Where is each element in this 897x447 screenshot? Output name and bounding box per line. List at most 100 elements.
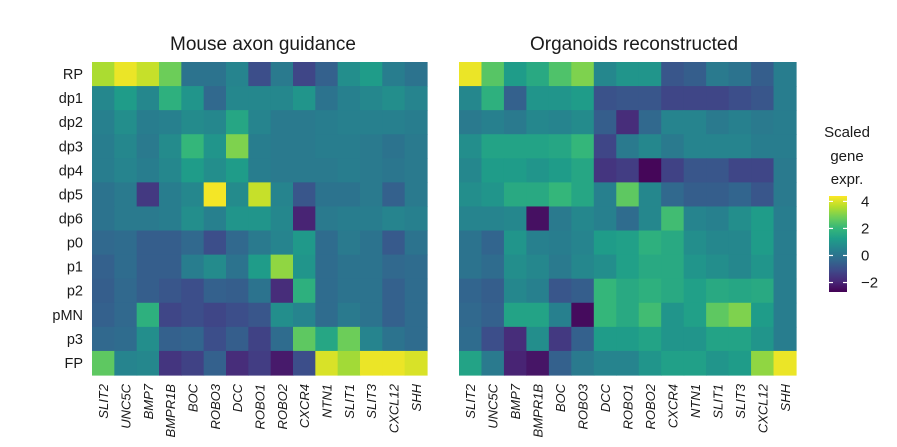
heatmap-cell — [114, 110, 138, 135]
heatmap-cell — [404, 350, 428, 376]
column-label: SLIT3 — [733, 383, 748, 418]
column-label: DCC — [598, 383, 613, 412]
heatmap-cell — [337, 86, 361, 111]
heatmap-cell — [226, 302, 249, 328]
heatmap-cell — [136, 278, 160, 304]
row-label: dp6 — [59, 212, 83, 228]
heatmap-cell — [571, 278, 595, 304]
heatmap-cell — [503, 326, 527, 352]
heatmap-cell — [226, 110, 249, 135]
column-label: ROBO3 — [576, 383, 591, 429]
heatmap-cell — [683, 206, 707, 232]
heatmap-cell — [181, 278, 205, 304]
column-label: SLIT2 — [463, 383, 478, 418]
heatmap-panel-organoids: Organoids reconstructed SLIT2 UNC5C BMP7 BM… — [459, 34, 797, 437]
heatmap-cell — [248, 350, 272, 376]
heatmap-cell — [360, 182, 383, 208]
heatmap-cell — [337, 230, 361, 256]
column-label: BMP7 — [141, 383, 156, 419]
heatmap-cell — [616, 62, 640, 87]
heatmap-cell — [270, 230, 294, 256]
heatmap-cell — [661, 326, 685, 352]
heatmap-cell — [136, 62, 160, 87]
heatmap-cell — [382, 278, 406, 304]
heatmap-cell — [616, 134, 640, 159]
heatmap-cell — [773, 278, 797, 304]
heatmap-cell — [114, 302, 138, 328]
heatmap-cell — [203, 326, 227, 352]
heatmap-cell — [526, 62, 550, 87]
heatmap-cell — [92, 110, 115, 135]
heatmap-cell — [360, 62, 383, 87]
heatmap-cell — [661, 302, 685, 328]
heatmap-cell — [270, 134, 294, 159]
heatmap-cell — [181, 62, 205, 87]
heatmap-cell — [293, 326, 316, 352]
heatmap-cell — [751, 182, 775, 208]
heatmap-cell — [203, 254, 227, 280]
heatmap-cell — [728, 182, 752, 208]
heatmap-cell — [616, 110, 640, 135]
heatmap-cell — [683, 134, 707, 159]
heatmap-cell — [181, 158, 205, 183]
legend-title-line-1: Scaled — [824, 124, 870, 141]
heatmap-cell — [270, 350, 294, 376]
color-legend: Scaled gene expr. 4 2 0 −2 — [824, 124, 878, 292]
column-label: BMP7 — [508, 383, 523, 419]
heatmap-cell — [226, 278, 249, 304]
heatmap-cell — [92, 62, 115, 87]
column-label: SLIT1 — [342, 384, 357, 419]
heatmap-cell — [706, 254, 730, 280]
heatmap-cell — [751, 158, 775, 183]
heatmap-cell — [248, 86, 272, 111]
heatmap-cell — [661, 110, 685, 135]
heatmap-cell — [404, 158, 428, 183]
heatmap-cell — [706, 86, 730, 111]
column-label: SLIT1 — [710, 384, 725, 419]
heatmap-cell — [548, 62, 572, 87]
heatmap-cell — [593, 110, 617, 135]
heatmap-cell — [337, 110, 361, 135]
heatmap-cell — [459, 302, 483, 328]
heatmap-cell — [503, 62, 527, 87]
heatmap-cell — [203, 86, 227, 111]
heatmap-cell — [226, 182, 249, 208]
heatmap-cell — [638, 302, 662, 328]
heatmap-cell — [293, 302, 316, 328]
heatmap-cell — [293, 206, 316, 232]
heatmap-cell — [136, 302, 160, 328]
heatmap-cell — [136, 206, 160, 232]
heatmap-cell — [203, 158, 227, 183]
heatmap-cell — [114, 230, 138, 256]
heatmap-cell — [503, 302, 527, 328]
heatmap-cell — [459, 350, 483, 376]
heatmap-cells-organoids — [459, 62, 797, 376]
heatmap-cell — [337, 302, 361, 328]
heatmap-cell — [706, 206, 730, 232]
column-label: SHH — [409, 383, 424, 411]
heatmap-cell — [114, 86, 138, 111]
column-label: SLIT3 — [364, 383, 379, 418]
heatmap-cell — [481, 182, 505, 208]
heatmap-cell — [203, 350, 227, 376]
heatmap-cell — [203, 230, 227, 256]
heatmap-cell — [526, 110, 550, 135]
column-label: DCC — [230, 383, 245, 412]
heatmap-cell — [503, 86, 527, 111]
heatmap-cell — [481, 230, 505, 256]
row-label: pMN — [52, 308, 83, 324]
heatmap-cell — [159, 134, 182, 159]
heatmap-cell — [459, 62, 483, 87]
heatmap-cell — [270, 206, 294, 232]
heatmap-cell — [571, 326, 595, 352]
heatmap-cell — [683, 62, 707, 87]
heatmap-cell — [404, 134, 428, 159]
heatmap-cell — [92, 302, 115, 328]
heatmap-cell — [203, 206, 227, 232]
column-label: ROBO1 — [253, 384, 268, 430]
heatmap-cell — [181, 134, 205, 159]
row-label: p1 — [67, 260, 83, 276]
heatmap-cell — [481, 110, 505, 135]
column-label: UNC5C — [119, 383, 134, 428]
heatmap-cell — [248, 206, 272, 232]
